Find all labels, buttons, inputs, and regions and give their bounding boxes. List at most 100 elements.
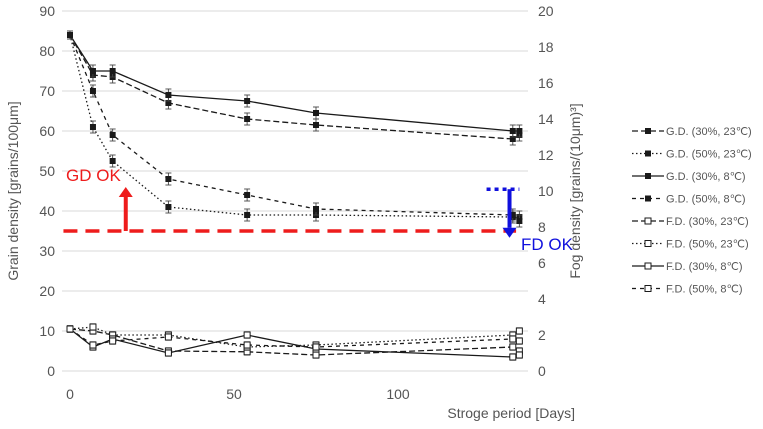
data-point: [165, 100, 172, 106]
axes: 0 10 20 30 40 50 60 70 80 90 0 2 4 6 8 10 12 14 16 18 20 0 50 1…: [5, 3, 583, 421]
legend-marker: [644, 262, 652, 270]
series-line: [69, 34, 520, 218]
data-point: [244, 116, 251, 122]
fd-arrow-head: [502, 227, 517, 238]
legend-item: G.D. (50%, 23℃): [632, 149, 752, 161]
gridlines: [62, 10, 528, 372]
data-point: [515, 337, 523, 345]
legend-item: G.D. (50%, 8℃): [632, 194, 746, 206]
data-point: [109, 158, 116, 164]
series-4: [67, 30, 523, 228]
fd-ok-label: FD OK: [521, 235, 574, 254]
data-point: [89, 341, 97, 349]
legend-marker: [645, 195, 651, 202]
series-line: [69, 328, 520, 356]
x-tick-label: 100: [386, 386, 410, 402]
legend: G.D. (30%, 23℃) G.D. (50%, 23℃) G.D. (30%,…: [632, 126, 752, 296]
annotations: GD OK FD OK: [63, 166, 574, 254]
data-point: [313, 122, 319, 128]
legend-item: F.D. (50%, 23℃): [632, 239, 749, 251]
legend-item: G.D. (30%, 23℃): [632, 126, 752, 138]
series-line: [69, 34, 520, 222]
data-point: [244, 98, 251, 104]
series-line: [69, 328, 520, 348]
x-tick-label: 50: [226, 386, 242, 402]
data-point: [312, 351, 320, 359]
data-point: [313, 206, 319, 212]
data-point: [66, 325, 74, 333]
gd-arrow-head: [118, 187, 133, 197]
legend-label: F.D. (50%, 23℃): [666, 239, 749, 251]
legend-marker: [645, 150, 651, 157]
legend-marker: [644, 217, 652, 225]
data-point: [516, 218, 523, 224]
legend-label: F.D. (50%, 8℃): [666, 284, 743, 296]
legend-label: G.D. (50%, 23℃): [666, 149, 752, 161]
data-point: [165, 92, 172, 98]
y-tick-label: 30: [39, 243, 55, 259]
legend-marker: [645, 128, 651, 134]
y2-tick-label: 10: [538, 183, 554, 199]
y-tick-label: 40: [39, 203, 55, 219]
y2-tick-label: 18: [538, 39, 554, 55]
data-point: [89, 323, 97, 331]
series-line: [69, 34, 520, 132]
y-tick-label: 20: [39, 283, 55, 299]
y-axis-title: Grain density [grains/100μm]: [5, 101, 21, 280]
data-point: [509, 353, 517, 361]
y2-tick-label: 14: [538, 111, 554, 127]
data-point: [67, 32, 73, 38]
y2-tick-label: 16: [538, 75, 554, 91]
data-point: [164, 333, 172, 341]
legend-item: F.D. (50%, 8℃): [632, 284, 743, 296]
y2-tick-label: 8: [538, 219, 546, 235]
data-point: [109, 337, 117, 345]
y2-tick-label: 12: [538, 147, 554, 163]
series-line: [69, 326, 520, 348]
y-tick-label: 50: [39, 163, 55, 179]
legend-label: G.D. (50%, 8℃): [666, 194, 746, 206]
legend-marker: [644, 240, 652, 247]
series-8: [66, 325, 523, 351]
legend-label: F.D. (30%, 23℃): [666, 216, 749, 228]
y2-tick-label: 4: [538, 291, 546, 307]
gd-ok-label: GD OK: [66, 166, 121, 185]
data-point: [509, 128, 516, 134]
series-line: [69, 34, 520, 140]
y2-tick-label: 20: [538, 3, 554, 19]
data-point: [244, 212, 251, 218]
y-tick-label: 0: [47, 363, 55, 379]
legend-marker: [645, 173, 651, 179]
data-point: [515, 351, 523, 359]
y-tick-label: 90: [39, 3, 55, 19]
data-point: [165, 176, 172, 182]
data-point: [89, 68, 96, 74]
data-point: [164, 349, 172, 357]
data-point: [244, 192, 251, 198]
y-tick-label: 80: [39, 43, 55, 59]
data-point: [109, 68, 116, 74]
y2-tick-label: 2: [538, 327, 546, 343]
y-tick-label: 60: [39, 123, 55, 139]
data-point: [509, 343, 517, 351]
data-point: [165, 204, 172, 210]
legend-label: F.D. (30%, 8℃): [666, 261, 743, 273]
data-point: [89, 124, 96, 130]
legend-item: F.D. (30%, 8℃): [632, 261, 743, 273]
data-point: [312, 343, 320, 351]
legend-marker: [644, 285, 652, 292]
y2-tick-label: 0: [538, 363, 546, 379]
y2-tick-label: 6: [538, 255, 546, 271]
legend-label: G.D. (30%, 23℃): [666, 126, 752, 138]
legend-label: G.D. (30%, 8℃): [666, 171, 746, 183]
y-tick-label: 70: [39, 83, 55, 99]
data-point: [243, 341, 251, 349]
data-point: [509, 335, 517, 343]
data-point: [109, 132, 116, 138]
x-axis-title: Stroge period [Days]: [447, 405, 575, 421]
data-point: [515, 327, 523, 335]
legend-item: G.D. (30%, 8℃): [632, 171, 746, 183]
y-tick-label: 10: [39, 323, 55, 339]
data-point: [313, 110, 319, 116]
